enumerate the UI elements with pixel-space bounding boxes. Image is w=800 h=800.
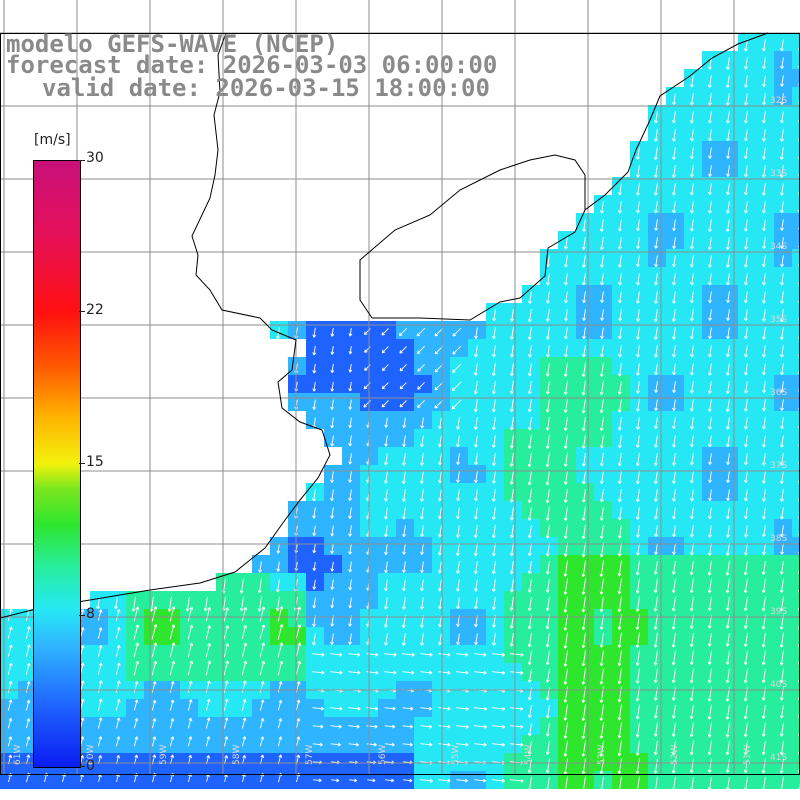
longitude-label: 56W: [378, 745, 388, 765]
longitude-label: 60W: [86, 745, 96, 765]
forecast-date: forecast date: 2026-03-03 06:00:00: [6, 51, 498, 79]
longitude-label: 51W: [743, 745, 753, 765]
colorbar-tick-22: 22: [86, 302, 104, 318]
colorbar-tick-30: 30: [86, 150, 104, 166]
latitude-label: 37S: [770, 461, 787, 471]
latitude-label: 36S: [770, 388, 787, 398]
graticule-labels: 32S 33S 34S 35S 36S 37S 38S 39S 40S 41S 61W 60W 59W 5…: [13, 96, 787, 765]
colorbar-tick-mark: [79, 463, 85, 464]
longitude-label: 55W: [451, 745, 461, 765]
longitude-label: 53W: [597, 745, 607, 765]
eastern-coastline: [372, 32, 769, 321]
colorbar-tick-mark: [79, 766, 85, 767]
latitude-label: 34S: [770, 242, 787, 252]
colorbar-unit: [m/s]: [34, 132, 71, 148]
longitude-label: 58W: [232, 745, 242, 765]
latitude-label: 33S: [770, 169, 787, 179]
estuary-shoreline: [359, 154, 586, 319]
western-coastline: [0, 32, 331, 619]
latitude-label: 38S: [770, 534, 787, 544]
model-title: modelo GEFS-WAVE (NCEP): [6, 30, 339, 58]
colorbar-tick-8: 8: [86, 606, 95, 622]
longitude-label: 59W: [159, 745, 169, 765]
longitude-label: 54W: [524, 745, 534, 765]
graticule: [0, 0, 800, 775]
colorbar-tick-mark: [79, 615, 85, 616]
latitude-label: 32S: [770, 96, 787, 106]
latitude-label: 41S: [770, 753, 787, 763]
longitude-label: 57W: [305, 745, 315, 765]
longitude-label: 61W: [13, 745, 23, 765]
colorbar-tick-15: 15: [86, 454, 104, 470]
colorbar-tick-0: 0: [86, 758, 95, 774]
latitude-label: 40S: [770, 680, 787, 690]
wind-speed-cells: [0, 33, 800, 789]
latitude-label: 35S: [770, 315, 787, 325]
colorbar-tick-mark: [79, 311, 85, 312]
colorbar-tick-mark: [79, 160, 85, 161]
valid-date: valid date: 2026-03-15 18:00:00: [42, 74, 490, 102]
latitude-label: 39S: [770, 607, 787, 617]
longitude-label: 52W: [670, 745, 680, 765]
colorbar: [33, 160, 81, 768]
